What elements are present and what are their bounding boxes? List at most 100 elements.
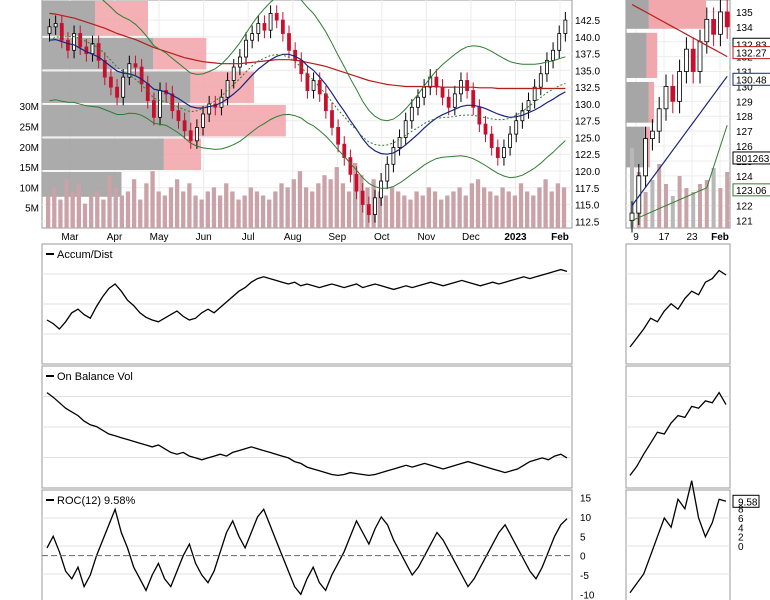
- small-y-tick-label: 135: [736, 8, 753, 19]
- candle-body: [268, 13, 273, 31]
- candle-body: [53, 23, 58, 28]
- candle-body: [489, 133, 494, 148]
- on_balance_volume-title: On Balance Vol: [57, 371, 133, 383]
- candle-body: [336, 127, 341, 145]
- volume-bar: [242, 195, 247, 228]
- roc-small-y-tick-label: 4: [738, 523, 744, 534]
- y-tick-label: 125.0: [575, 133, 600, 144]
- candle-body: [403, 120, 408, 138]
- accum_dist-line: [46, 268, 568, 330]
- volume-bar: [58, 199, 63, 228]
- small-volume-bar: [684, 188, 689, 228]
- x-tick-label: Feb: [551, 232, 569, 243]
- accum-dist-panel: Accum/Dist: [41, 243, 731, 365]
- value-label-box: [732, 46, 770, 60]
- volume-bar: [500, 187, 505, 228]
- small-candle-body: [718, 11, 723, 35]
- volume-bar: [174, 179, 180, 228]
- candle-body: [207, 103, 212, 115]
- candle-body: [526, 100, 531, 112]
- volume-tick-label: 20M: [20, 143, 39, 154]
- volume-bar: [396, 191, 401, 228]
- small-y-tick-label: 126: [736, 142, 753, 153]
- candle-body: [96, 43, 101, 61]
- small-candle-body: [656, 108, 662, 132]
- small-x-tick-label: 23: [686, 232, 698, 243]
- roc-small-y-tick-label: 9.58: [738, 497, 758, 508]
- candle-body: [342, 143, 347, 158]
- small-volume-bar: [698, 184, 702, 228]
- roc-title: ROC(12) 9.58%: [57, 495, 135, 507]
- small-candle-body: [677, 71, 682, 102]
- small-candle-body: [650, 130, 655, 139]
- volume-bar: [537, 187, 542, 228]
- candle-body: [348, 157, 353, 175]
- value-label: 132.83: [736, 40, 767, 51]
- volume-bar: [193, 195, 198, 228]
- volume-bar: [199, 199, 204, 228]
- volume-bar: [279, 183, 284, 228]
- candle-body: [305, 73, 310, 91]
- small-y-tick-label: 121: [736, 217, 753, 228]
- candle-body: [287, 33, 291, 51]
- small-candle-body: [663, 86, 669, 110]
- volume-bar: [506, 191, 511, 228]
- volume-tick-label: 30M: [20, 102, 39, 113]
- x-tick-label: Nov: [417, 232, 435, 243]
- candle-body: [102, 59, 107, 78]
- volume-bar: [555, 183, 561, 228]
- y-tick-label: 120.0: [575, 167, 600, 178]
- volume-bar: [144, 183, 149, 228]
- volume-bar: [340, 183, 346, 228]
- volume-by-price-down-bar: [190, 104, 286, 137]
- x-tick-label: Apr: [107, 232, 123, 243]
- volume-bar: [52, 187, 57, 228]
- candle-body: [514, 120, 519, 135]
- volume-bar: [150, 171, 155, 228]
- candle-body: [557, 33, 562, 51]
- candle-body: [409, 106, 414, 122]
- volume-bar: [76, 183, 82, 228]
- volume-bar: [549, 191, 554, 228]
- volume-bar: [224, 183, 229, 228]
- volume-bar: [248, 187, 253, 228]
- candle-body: [563, 19, 568, 34]
- candle-body: [158, 90, 162, 118]
- candle-body: [237, 56, 242, 68]
- small-candle-body: [643, 138, 648, 177]
- candle-body: [373, 197, 377, 215]
- candle-body: [330, 110, 334, 128]
- candle-body: [121, 76, 126, 98]
- small-volume-bar: [718, 188, 723, 228]
- candle-body: [538, 73, 543, 88]
- volume-bar: [88, 195, 94, 228]
- small-y-tick-label: 124: [736, 172, 753, 183]
- candle-body: [201, 113, 205, 128]
- volume-bar: [463, 195, 468, 228]
- volume-bar: [426, 187, 432, 228]
- value-label: 132.27: [736, 49, 767, 60]
- candle-body: [360, 190, 365, 205]
- small-y-tick-label: 129: [736, 97, 753, 108]
- roc-small-y-tick-label: 8: [738, 505, 744, 516]
- small-volume-bar: [704, 180, 709, 228]
- x-tick-label: Jun: [196, 232, 212, 243]
- bollinger-upper-line: [101, 0, 566, 122]
- volume-bar: [230, 191, 235, 228]
- volume-bar: [310, 191, 315, 228]
- small-y-tick-label: 128: [736, 112, 753, 123]
- candle-body: [495, 147, 500, 158]
- volume-bar: [445, 195, 450, 228]
- y-tick-label: 142.5: [575, 16, 600, 27]
- y-tick-label: 135.0: [575, 66, 600, 77]
- volume-bar: [353, 163, 358, 228]
- volume-bar: [482, 187, 487, 228]
- small-candle-body: [711, 18, 716, 35]
- small-candle-body: [670, 86, 676, 102]
- volume-bar: [420, 195, 425, 228]
- small-vbp-down-bar: [648, 81, 655, 123]
- candle-body: [151, 100, 156, 118]
- roc-line: [46, 507, 568, 596]
- volume-bar: [377, 191, 382, 228]
